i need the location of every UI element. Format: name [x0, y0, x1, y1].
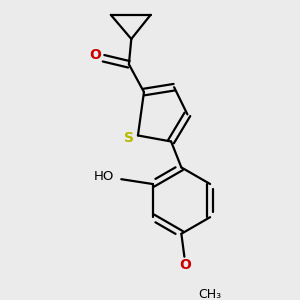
- Text: HO: HO: [94, 170, 115, 183]
- Text: O: O: [89, 48, 101, 62]
- Text: CH₃: CH₃: [198, 288, 221, 300]
- Text: S: S: [124, 131, 134, 145]
- Text: O: O: [179, 258, 191, 272]
